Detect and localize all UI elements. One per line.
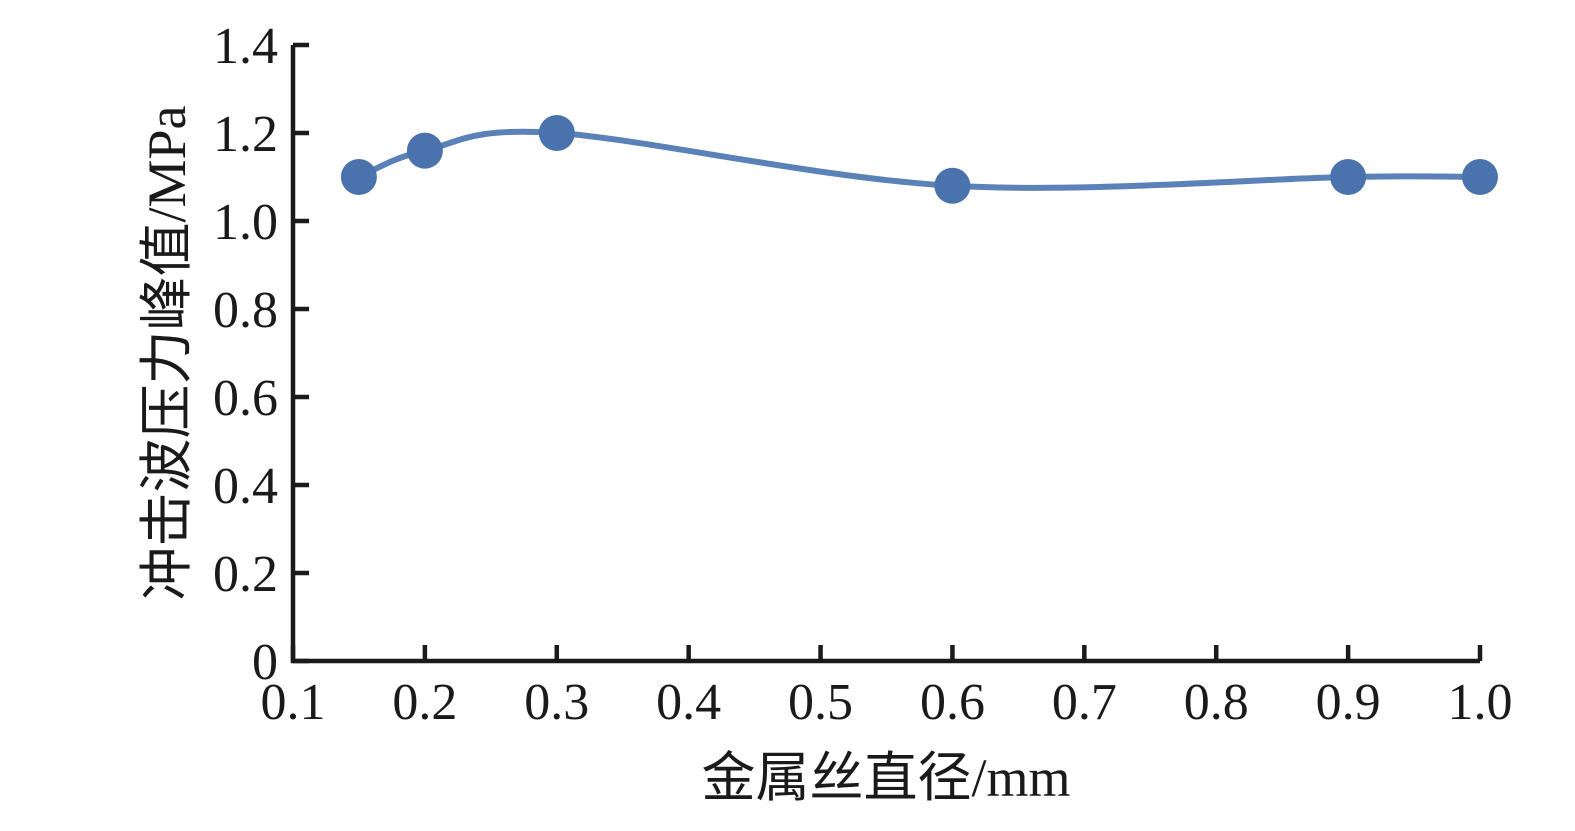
x-tick-label: 0.9 [1316,674,1381,731]
y-axis-title: 冲击波压力峰值/MPa [137,105,197,600]
series-layer [340,115,1498,204]
y-tick-label: 1.4 [213,18,278,75]
y-tick-label: 1.2 [213,106,278,163]
data-point-marker [934,167,971,204]
x-tick-label: 0.2 [392,674,457,731]
data-point-marker [340,159,377,195]
data-point-marker [1462,159,1498,195]
y-tick-label: 1.0 [213,194,278,251]
y-tick-label: 0.6 [213,370,278,427]
data-point-marker [406,132,443,169]
series-line [355,128,1483,191]
y-tick-label: 0.4 [213,458,278,515]
x-tick-label: 0.5 [788,674,853,731]
chart-canvas: 0.1 0.2 0.3 0.4 0.5 0.6 0.7 0.8 0.9 1.0 00.20.40.… [137,18,1513,808]
data-point-marker [1330,159,1367,195]
x-tick-label: 0.8 [1184,674,1249,731]
shockwave-pressure-line-chart: 0.1 0.2 0.3 0.4 0.5 0.6 0.7 0.8 0.9 1.0 0 0.2 0.4 0.… [40,16,1575,815]
y-tick-label: 0.8 [213,282,278,339]
x-tick-label: 0.1 [261,674,326,731]
y-tick-label: 0.2 [213,546,278,603]
data-point-marker [538,115,575,151]
x-axis-ticks: 0.1 0.2 0.3 0.4 0.5 0.6 0.7 0.8 0.9 1.0 [261,645,1513,731]
x-tick-label: 1.0 [1448,674,1513,731]
x-tick-label: 0.6 [920,674,985,731]
x-axis-title: 金属丝直径/mm [701,748,1070,808]
x-tick-label: 0.3 [524,674,589,731]
y-tick-label: 0 [252,634,278,691]
x-tick-label: 0.4 [656,674,721,731]
x-tick-label: 0.7 [1052,674,1117,731]
y-axis-ticks: 0 0.2 0.4 0.6 0.8 1.0 1.2 1.4 [213,18,309,691]
